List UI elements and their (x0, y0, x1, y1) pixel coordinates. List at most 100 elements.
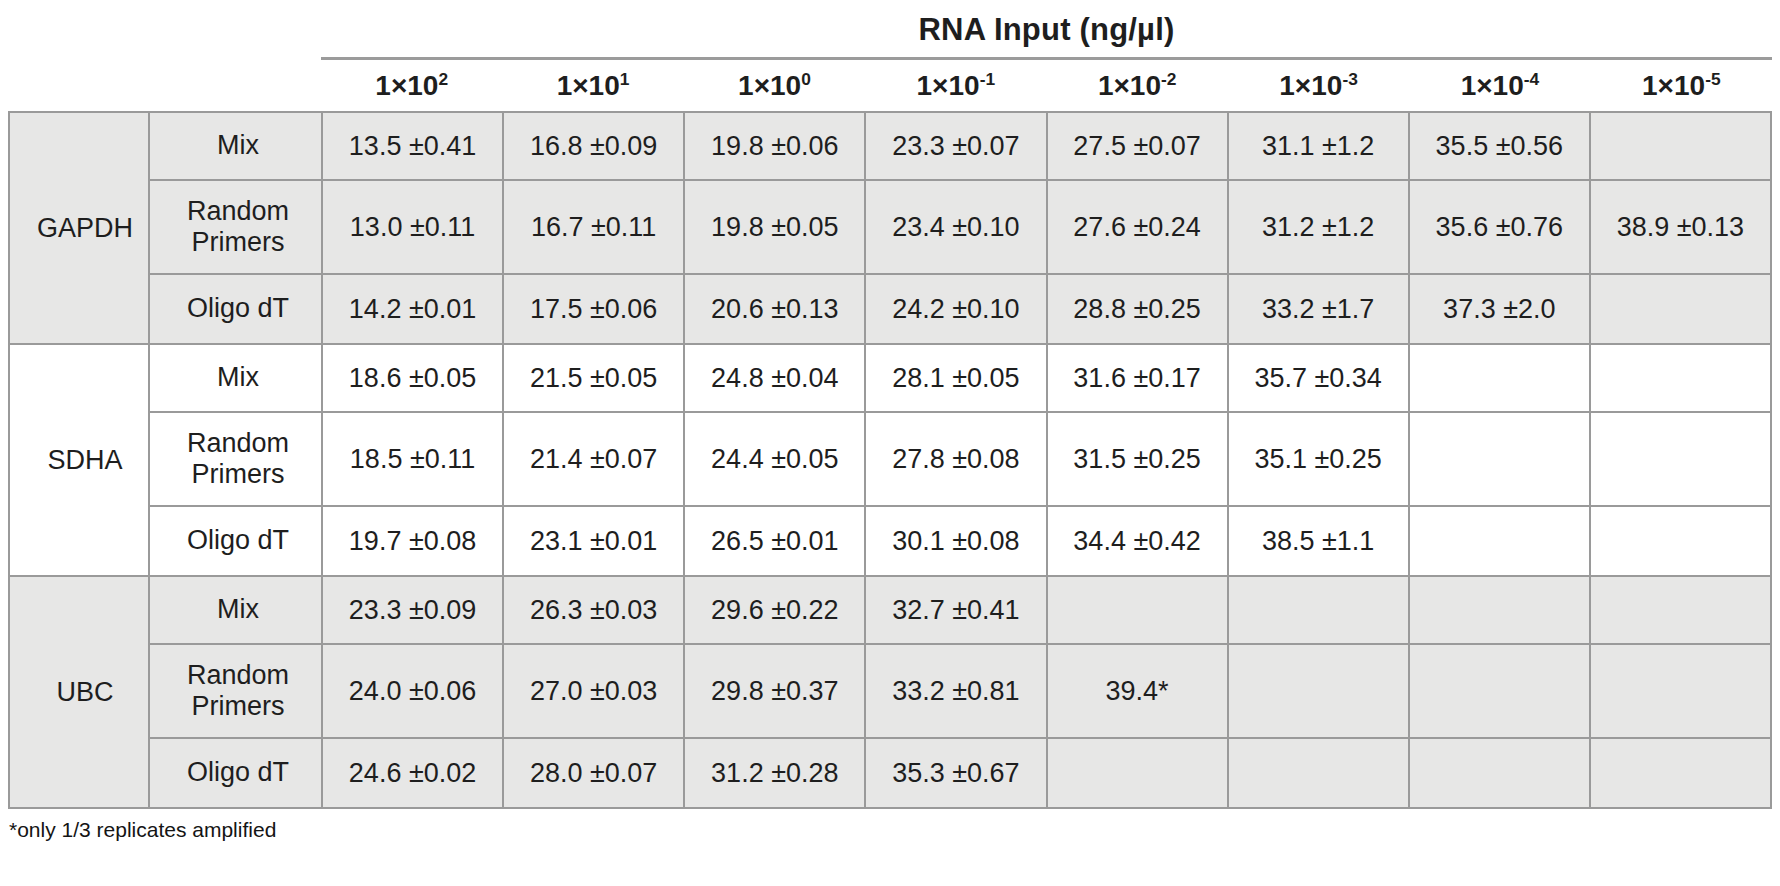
ct-value-cell: 18.5 ±0.11 (322, 412, 503, 506)
column-header: 1×10-3 (1228, 60, 1409, 111)
rna-input-ct-table-figure: RNA Input (ng/µl) 1×1021×1011×1001×10-11… (8, 6, 1772, 842)
table-row: Oligo dT14.2 ±0.0117.5 ±0.0620.6 ±0.1324… (9, 274, 1771, 344)
ct-value-cell (1409, 412, 1590, 506)
priming-method-label: Oligo dT (149, 738, 322, 808)
ct-value-cell: 13.0 ±0.11 (322, 180, 503, 274)
ct-values-table: GAPDHMix13.5 ±0.4116.8 ±0.0919.8 ±0.0623… (8, 111, 1772, 809)
ct-value-cell: 39.4* (1047, 644, 1228, 738)
ct-value-cell (1409, 506, 1590, 576)
ct-value-cell: 14.2 ±0.01 (322, 274, 503, 344)
column-header: 1×100 (684, 60, 865, 111)
ct-value-cell: 31.6 ±0.17 (1047, 344, 1228, 412)
ct-value-cell: 33.2 ±0.81 (865, 644, 1046, 738)
ct-value-cell: 31.2 ±1.2 (1228, 180, 1409, 274)
ct-value-cell: 26.3 ±0.03 (503, 576, 684, 644)
ct-value-cell: 20.6 ±0.13 (684, 274, 865, 344)
table-row: Random Primers24.0 ±0.0627.0 ±0.0329.8 ±… (9, 644, 1771, 738)
ct-value-cell: 38.5 ±1.1 (1228, 506, 1409, 576)
ct-value-cell: 33.2 ±1.7 (1228, 274, 1409, 344)
ct-value-cell: 17.5 ±0.06 (503, 274, 684, 344)
ct-value-cell: 28.1 ±0.05 (865, 344, 1046, 412)
priming-method-label: Mix (149, 344, 322, 412)
ct-value-cell (1590, 738, 1771, 808)
ct-value-cell: 27.8 ±0.08 (865, 412, 1046, 506)
ct-value-cell: 23.4 ±0.10 (865, 180, 1046, 274)
ct-value-cell (1409, 576, 1590, 644)
ct-value-cell: 18.6 ±0.05 (322, 344, 503, 412)
ct-value-cell: 28.0 ±0.07 (503, 738, 684, 808)
ct-value-cell: 19.8 ±0.06 (684, 112, 865, 180)
priming-method-label: Oligo dT (149, 274, 322, 344)
ct-value-cell: 37.3 ±2.0 (1409, 274, 1590, 344)
ct-value-cell: 27.6 ±0.24 (1047, 180, 1228, 274)
ct-value-cell: 19.8 ±0.05 (684, 180, 865, 274)
ct-value-cell (1590, 576, 1771, 644)
ct-value-cell: 30.1 ±0.08 (865, 506, 1046, 576)
ct-value-cell: 23.1 ±0.01 (503, 506, 684, 576)
ct-value-cell: 31.1 ±1.2 (1228, 112, 1409, 180)
column-header: 1×101 (502, 60, 683, 111)
ct-value-cell (1590, 274, 1771, 344)
ct-value-cell: 21.4 ±0.07 (503, 412, 684, 506)
table-row: Random Primers13.0 ±0.1116.7 ±0.1119.8 ±… (9, 180, 1771, 274)
column-headers-row: 1×1021×1011×1001×10-11×10-21×10-31×10-41… (321, 60, 1772, 111)
gene-label: SDHA (9, 344, 149, 576)
ct-value-cell: 35.5 ±0.56 (1409, 112, 1590, 180)
ct-value-cell: 38.9 ±0.13 (1590, 180, 1771, 274)
ct-value-cell: 35.3 ±0.67 (865, 738, 1046, 808)
priming-method-label: Random Primers (149, 644, 322, 738)
priming-method-label: Random Primers (149, 180, 322, 274)
ct-value-cell: 35.1 ±0.25 (1228, 412, 1409, 506)
priming-method-label: Mix (149, 112, 322, 180)
column-header: 1×10-5 (1591, 60, 1772, 111)
ct-value-cell: 24.6 ±0.02 (322, 738, 503, 808)
ct-value-cell (1409, 344, 1590, 412)
table-row: GAPDHMix13.5 ±0.4116.8 ±0.0919.8 ±0.0623… (9, 112, 1771, 180)
ct-value-cell (1228, 738, 1409, 808)
ct-value-cell: 21.5 ±0.05 (503, 344, 684, 412)
table-row: Oligo dT19.7 ±0.0823.1 ±0.0126.5 ±0.0130… (9, 506, 1771, 576)
ct-value-cell: 26.5 ±0.01 (684, 506, 865, 576)
ct-value-cell: 24.8 ±0.04 (684, 344, 865, 412)
ct-value-cell (1590, 644, 1771, 738)
ct-value-cell: 16.8 ±0.09 (503, 112, 684, 180)
ct-value-cell (1590, 506, 1771, 576)
table-row: Random Primers18.5 ±0.1121.4 ±0.0724.4 ±… (9, 412, 1771, 506)
ct-value-cell: 35.6 ±0.76 (1409, 180, 1590, 274)
ct-value-cell: 23.3 ±0.09 (322, 576, 503, 644)
ct-value-cell: 16.7 ±0.11 (503, 180, 684, 274)
ct-value-cell: 35.7 ±0.34 (1228, 344, 1409, 412)
ct-value-cell: 29.8 ±0.37 (684, 644, 865, 738)
priming-method-label: Random Primers (149, 412, 322, 506)
column-header: 1×10-4 (1409, 60, 1590, 111)
gene-label: GAPDH (9, 112, 149, 344)
column-header: 1×10-1 (865, 60, 1046, 111)
ct-value-cell (1590, 112, 1771, 180)
ct-value-cell (1409, 644, 1590, 738)
table-title: RNA Input (ng/µl) (321, 6, 1772, 60)
priming-method-label: Oligo dT (149, 506, 322, 576)
footnote: *only 1/3 replicates amplified (8, 818, 1772, 842)
ct-value-cell (1047, 576, 1228, 644)
gene-label: UBC (9, 576, 149, 808)
ct-value-cell: 23.3 ±0.07 (865, 112, 1046, 180)
table-row: Oligo dT24.6 ±0.0228.0 ±0.0731.2 ±0.2835… (9, 738, 1771, 808)
ct-value-cell: 24.0 ±0.06 (322, 644, 503, 738)
ct-value-cell: 24.4 ±0.05 (684, 412, 865, 506)
table-row: SDHAMix18.6 ±0.0521.5 ±0.0524.8 ±0.0428.… (9, 344, 1771, 412)
ct-value-cell: 13.5 ±0.41 (322, 112, 503, 180)
ct-value-cell (1409, 738, 1590, 808)
column-header: 1×102 (321, 60, 502, 111)
ct-value-cell: 31.2 ±0.28 (684, 738, 865, 808)
ct-value-cell (1047, 738, 1228, 808)
ct-value-cell (1228, 644, 1409, 738)
ct-value-cell: 28.8 ±0.25 (1047, 274, 1228, 344)
ct-value-cell (1590, 412, 1771, 506)
table-header-area: RNA Input (ng/µl) 1×1021×1011×1001×10-11… (321, 6, 1772, 111)
ct-value-cell: 31.5 ±0.25 (1047, 412, 1228, 506)
ct-value-cell (1228, 576, 1409, 644)
ct-value-cell: 27.5 ±0.07 (1047, 112, 1228, 180)
ct-value-cell: 32.7 ±0.41 (865, 576, 1046, 644)
ct-value-cell: 27.0 ±0.03 (503, 644, 684, 738)
ct-value-cell: 29.6 ±0.22 (684, 576, 865, 644)
